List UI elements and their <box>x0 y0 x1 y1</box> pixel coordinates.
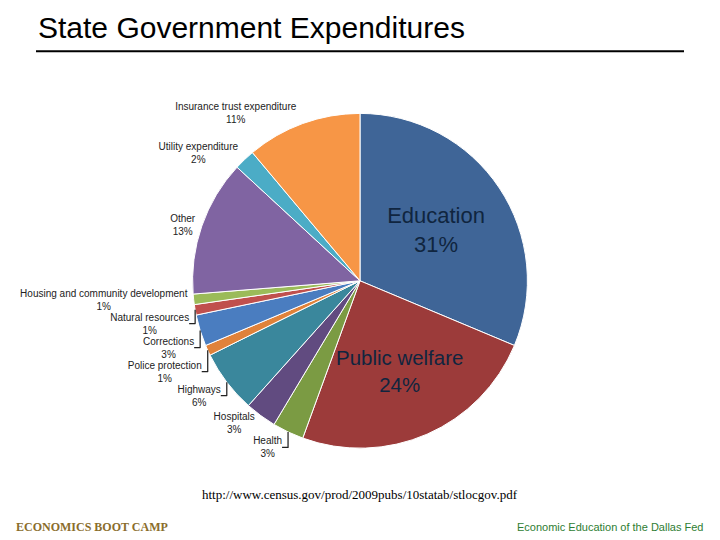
svg-text:State Government Expenditures: State Government Expenditures <box>38 11 465 44</box>
svg-text:Highways6%: Highways6% <box>177 384 220 408</box>
svg-text:ECONOMICS BOOT CAMP: ECONOMICS BOOT CAMP <box>16 520 168 534</box>
svg-text:Housing and community developm: Housing and community development1% <box>20 288 188 312</box>
svg-text:Education31%: Education31% <box>387 203 485 257</box>
svg-text:Public welfare24%: Public welfare24% <box>336 346 463 396</box>
svg-text:Hospitals3%: Hospitals3% <box>214 411 255 435</box>
svg-text:Other13%: Other13% <box>170 213 196 237</box>
svg-text:Police protection1%: Police protection1% <box>128 360 202 384</box>
svg-text:http://www.census.gov/prod/200: http://www.census.gov/prod/2009pubs/10st… <box>202 487 518 502</box>
svg-text:Natural resources1%: Natural resources1% <box>110 312 189 336</box>
svg-text:Health3%: Health3% <box>253 435 282 459</box>
svg-text:Corrections3%: Corrections3% <box>143 336 194 360</box>
svg-text:Insurance trust expenditure11%: Insurance trust expenditure11% <box>175 101 297 125</box>
svg-text:Economic Education of the Dall: Economic Education of the Dallas Fed <box>517 521 704 533</box>
svg-text:Utility expenditure2%: Utility expenditure2% <box>159 141 239 165</box>
